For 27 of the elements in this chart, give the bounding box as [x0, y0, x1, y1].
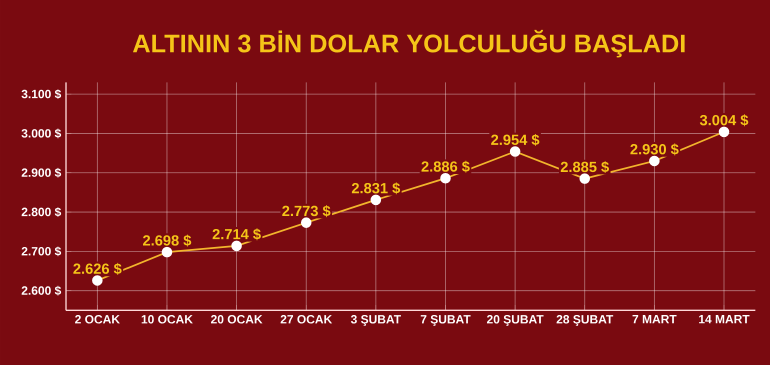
data-label: 2.930 $ — [630, 143, 679, 156]
data-label: 2.773 $ — [282, 205, 330, 218]
x-tick-label: 28 ŞUBAT — [556, 315, 614, 326]
x-tick-label: 7 MART — [632, 315, 677, 324]
chart-title: ALTININ 3 BİN DOLAR YOLCULUĞU BAŞLADI — [132, 30, 685, 58]
y-tick-label: 2.900 $ — [22, 168, 62, 178]
data-label: 2.698 $ — [143, 234, 192, 247]
data-label: 2.714 $ — [212, 228, 261, 240]
x-tick-label: 20 ŞUBAT — [486, 315, 544, 326]
data-label: 2.886 $ — [422, 160, 470, 173]
x-tick-label: 2 OCAK — [75, 315, 120, 324]
y-tick-label: 3.000 $ — [22, 128, 62, 138]
y-tick-label: 2.600 $ — [22, 286, 62, 296]
data-label: 2.626 $ — [73, 262, 122, 275]
x-tick-label: 20 OCAK — [211, 315, 262, 324]
y-tick-label: 3.100 $ — [22, 89, 62, 100]
x-tick-label: 7 ŞUBAT — [420, 315, 471, 326]
data-label: 2.954 $ — [491, 134, 540, 146]
y-tick-label: 2.800 $ — [22, 207, 62, 217]
x-tick-label: 3 ŞUBAT — [350, 315, 401, 326]
y-tick-label: 2.700 $ — [22, 246, 62, 256]
x-tick-label: 10 OCAK — [142, 315, 193, 324]
x-tick-label: 14 MART — [699, 315, 750, 324]
data-label: 3.004 $ — [700, 114, 748, 126]
data-label: 2.831 $ — [352, 182, 400, 194]
data-label: 2.885 $ — [560, 161, 609, 174]
x-tick-label: 27 OCAK — [280, 315, 332, 324]
